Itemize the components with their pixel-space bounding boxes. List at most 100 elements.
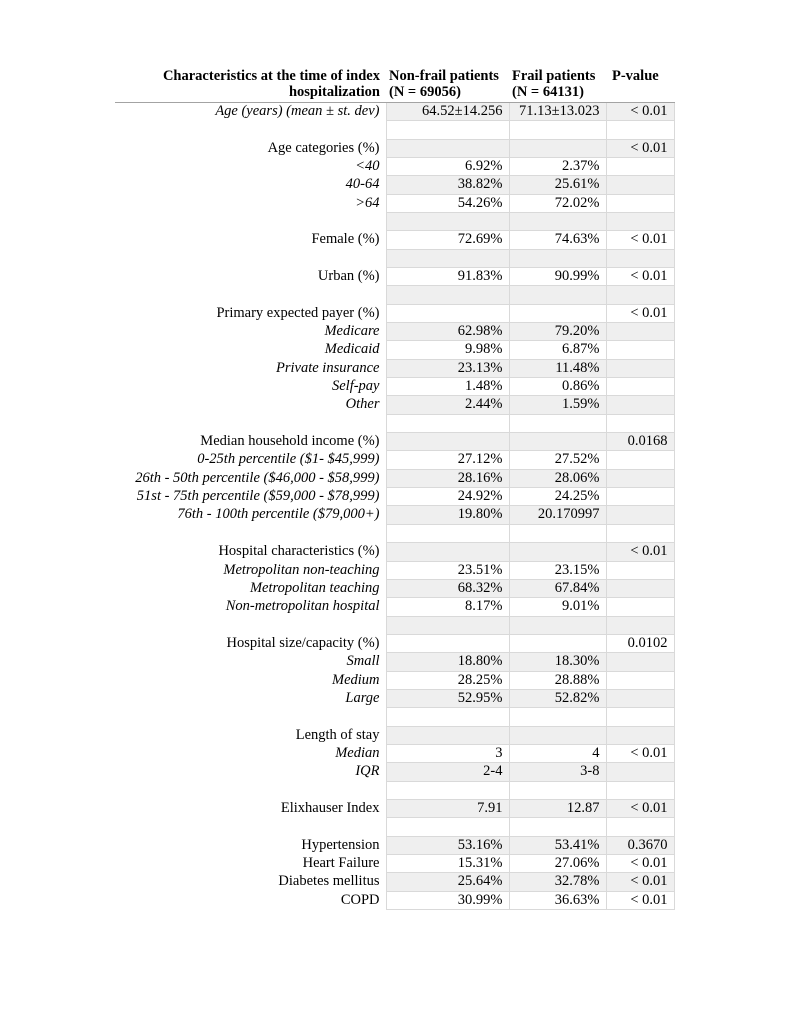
table-row: Other 2.44% 1.59% bbox=[115, 395, 675, 415]
cell-frail bbox=[508, 542, 607, 562]
cell-pvalue bbox=[605, 707, 675, 727]
cell-pvalue: < 0.01 bbox=[605, 798, 675, 819]
cell-nonfrail bbox=[385, 523, 510, 544]
cell-nonfrail: 24.92% bbox=[385, 487, 510, 507]
cell-nonfrail: 18.80% bbox=[385, 652, 510, 672]
cell-nonfrail bbox=[385, 120, 510, 140]
cell-frail bbox=[508, 817, 607, 837]
row-label bbox=[115, 286, 386, 304]
cell-nonfrail: 2-4 bbox=[385, 762, 510, 782]
cell-nonfrail: 38.82% bbox=[385, 175, 510, 195]
table-row bbox=[115, 413, 675, 434]
cell-frail bbox=[508, 432, 607, 452]
cell-frail: 28.88% bbox=[508, 670, 607, 690]
cell-frail: 90.99% bbox=[508, 267, 607, 287]
cell-frail: 27.52% bbox=[508, 450, 607, 470]
table-row: Heart Failure 15.31% 27.06% < 0.01 bbox=[115, 853, 675, 874]
row-label: IQR bbox=[355, 763, 380, 780]
table-row: Metropolitan non-teaching 23.51% 23.15% bbox=[115, 560, 675, 580]
table-row bbox=[115, 817, 675, 837]
cell-nonfrail bbox=[385, 633, 510, 654]
table-row: Hospital characteristics (%) < 0.01 bbox=[115, 542, 675, 562]
row-label: Hospital characteristics (%) bbox=[218, 543, 380, 560]
cell-frail: 71.13±13.023 bbox=[508, 101, 607, 122]
cell-pvalue: < 0.01 bbox=[605, 138, 675, 159]
table-row: Hospital size/capacity (%) 0.0102 bbox=[115, 633, 675, 654]
cell-frail: 12.87 bbox=[508, 798, 607, 819]
table-row: Median 3 4 < 0.01 bbox=[115, 743, 675, 764]
cell-frail: 27.06% bbox=[508, 853, 607, 874]
row-label: Age categories (%) bbox=[267, 139, 380, 156]
cell-nonfrail: 23.51% bbox=[385, 560, 510, 580]
row-label: Hospital size/capacity (%) bbox=[226, 634, 380, 651]
cell-frail: 2.37% bbox=[508, 157, 607, 177]
cell-frail: 11.48% bbox=[508, 358, 607, 379]
cell-frail: 0.86% bbox=[508, 377, 607, 397]
table-row: Age categories (%) < 0.01 bbox=[115, 138, 675, 159]
cell-pvalue bbox=[605, 358, 675, 379]
cell-nonfrail bbox=[385, 432, 510, 452]
cell-pvalue bbox=[605, 377, 675, 397]
cell-pvalue: < 0.01 bbox=[605, 743, 675, 764]
row-label: >64 bbox=[355, 194, 380, 211]
row-label bbox=[115, 414, 386, 432]
table-row: 0-25th percentile ($1- $45,999) 27.12% 27.… bbox=[115, 450, 675, 470]
table-row: Diabetes mellitus 25.64% 32.78% < 0.01 bbox=[115, 872, 675, 892]
col-header-pvalue: P-value bbox=[606, 68, 674, 103]
cell-pvalue: 0.0168 bbox=[605, 432, 675, 452]
cell-nonfrail: 9.98% bbox=[385, 340, 510, 360]
cell-frail bbox=[508, 615, 607, 635]
cell-nonfrail: 6.92% bbox=[385, 157, 510, 177]
row-label: Age (years) (mean ± st. dev) bbox=[215, 103, 380, 120]
cell-frail bbox=[508, 212, 607, 232]
cell-pvalue bbox=[605, 597, 675, 617]
header-line-2: (N = 64131) bbox=[512, 84, 584, 100]
cell-pvalue bbox=[605, 817, 675, 837]
cell-pvalue bbox=[605, 725, 675, 745]
row-label bbox=[115, 213, 386, 231]
cell-nonfrail bbox=[385, 413, 510, 434]
cell-nonfrail bbox=[385, 138, 510, 159]
header-row: Characteristics at the time of index hos… bbox=[115, 68, 674, 103]
cell-frail: 79.20% bbox=[508, 322, 607, 342]
cell-pvalue bbox=[605, 468, 675, 489]
row-label: Urban (%) bbox=[317, 268, 380, 285]
table-row: Non-metropolitan hospital 8.17% 9.01% bbox=[115, 597, 675, 617]
cell-nonfrail: 1.48% bbox=[385, 377, 510, 397]
row-label bbox=[115, 249, 386, 267]
cell-pvalue bbox=[605, 248, 675, 269]
header-line-1: Characteristics at the time of index bbox=[162, 68, 380, 84]
row-label bbox=[115, 616, 386, 634]
cell-nonfrail bbox=[385, 780, 510, 800]
cell-pvalue bbox=[605, 413, 675, 434]
table-row: Age (years) (mean ± st. dev) 64.52±14.256… bbox=[115, 101, 675, 122]
cell-frail bbox=[508, 413, 607, 434]
table-row: Length of stay bbox=[115, 725, 675, 745]
table-row bbox=[115, 212, 675, 232]
cell-nonfrail: 3 bbox=[385, 743, 510, 764]
cell-frail bbox=[508, 725, 607, 745]
cell-nonfrail: 8.17% bbox=[385, 597, 510, 617]
cell-nonfrail bbox=[385, 542, 510, 562]
row-label: Medicare bbox=[324, 323, 380, 340]
cell-nonfrail: 54.26% bbox=[385, 193, 510, 214]
cell-pvalue bbox=[605, 120, 675, 140]
cell-pvalue bbox=[605, 560, 675, 580]
cell-pvalue bbox=[605, 670, 675, 690]
cell-nonfrail bbox=[385, 212, 510, 232]
cell-nonfrail: 25.64% bbox=[385, 872, 510, 892]
row-label: Hypertension bbox=[301, 836, 380, 853]
cell-frail: 24.25% bbox=[508, 487, 607, 507]
table-row bbox=[115, 120, 675, 140]
cell-pvalue bbox=[605, 780, 675, 800]
cell-nonfrail: 23.13% bbox=[385, 358, 510, 379]
cell-nonfrail: 68.32% bbox=[385, 578, 510, 599]
row-label: Length of stay bbox=[295, 726, 380, 743]
cell-frail: 32.78% bbox=[508, 872, 607, 892]
cell-frail: 74.63% bbox=[508, 230, 607, 250]
cell-frail bbox=[508, 523, 607, 544]
col-header-frail: Frail patients (N = 64131) bbox=[509, 68, 606, 103]
header-line-1: P-value bbox=[612, 68, 659, 84]
cell-pvalue bbox=[605, 487, 675, 507]
cell-nonfrail: 72.69% bbox=[385, 230, 510, 250]
